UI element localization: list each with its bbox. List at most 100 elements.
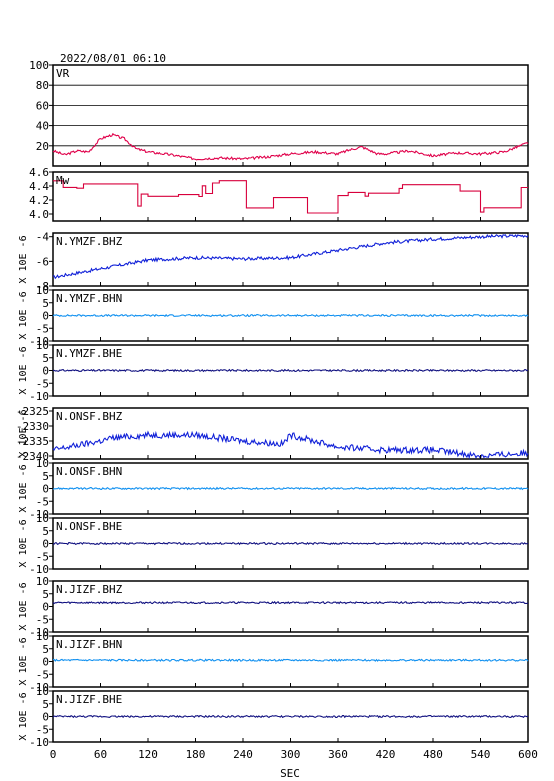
panel-frame <box>52 171 529 222</box>
y-axis-label: X 10E -6 <box>18 464 29 512</box>
panel-label: VR <box>56 67 70 80</box>
y-tick-label: -4 <box>36 231 50 244</box>
y-tick-label: 80 <box>36 79 49 92</box>
y-tick-label: -5 <box>36 550 49 563</box>
series-line <box>52 541 529 546</box>
panel-frame <box>52 635 529 688</box>
y-tick-label: -8 <box>36 280 49 293</box>
y-tick-label: 5 <box>42 297 49 310</box>
x-axis-label: SEC <box>280 767 300 780</box>
panel-mw: 4.64.44.24.0 Mw <box>29 166 529 222</box>
x-tick-label: 0 <box>50 748 57 761</box>
y-tick-label: -5 <box>36 723 49 736</box>
x-tick-label: 360 <box>328 748 348 761</box>
y-tick-label: 20 <box>36 140 49 153</box>
panel-frame <box>52 232 529 287</box>
x-tick-label: 60 <box>94 748 107 761</box>
y-axis-label: X 10E -6 <box>18 291 29 339</box>
panel-n-onsf-bhz: -2325 -2330 -2335 -2340 N.ONSF.BHZ X 10E -6 <box>16 405 529 463</box>
y-tick-label: 0 <box>42 310 49 323</box>
y-tick-label: 0 <box>42 365 49 378</box>
x-axis: 0 60 120 180 240 300 360 420 480 540 600 <box>50 748 538 761</box>
series-line <box>52 430 529 460</box>
series-line <box>52 658 529 662</box>
y-tick-label: -5 <box>36 377 49 390</box>
y-tick-label: 10 <box>36 512 49 525</box>
y-tick-label: 10 <box>36 575 49 588</box>
y-tick-label: -6 <box>36 255 49 268</box>
y-tick-label: -2330 <box>16 420 49 433</box>
y-tick-label: -5 <box>36 668 49 681</box>
panel-label: N.ONSF.BHN <box>56 465 122 478</box>
x-tick-label: 480 <box>423 748 443 761</box>
panel-label: N.YMZF.BHZ <box>56 235 123 248</box>
chart-title: 2022/08/01 06:10 <box>60 52 166 65</box>
y-tick-label: -2335 <box>16 435 49 448</box>
y-tick-label: 100 <box>29 59 49 72</box>
y-tick-label: -10 <box>29 681 49 694</box>
y-tick-label: -5 <box>36 613 49 626</box>
panel-label: N.ONSF.BHE <box>56 520 122 533</box>
panel-label: N.JIZF.BHN <box>56 638 122 651</box>
panel-n-ymzf-bhz: -4 -6 -8 N.YMZF.BHZ X 10E -6 <box>18 231 529 293</box>
series-line <box>53 180 528 214</box>
y-tick-label: 10 <box>36 339 49 352</box>
panel-label: N.YMZF.BHN <box>56 292 122 305</box>
y-tick-label: -10 <box>29 563 49 576</box>
y-tick-label: 10 <box>36 284 49 297</box>
y-axis-label: X 10E -6 <box>18 519 29 567</box>
y-tick-label: 4.2 <box>29 194 49 207</box>
panel-label: N.JIZF.BHZ <box>56 583 123 596</box>
panel-label: N.JIZF.BHE <box>56 693 122 706</box>
y-tick-label: 4.4 <box>29 180 49 193</box>
x-tick-label: 600 <box>518 748 538 761</box>
y-axis-label: X 10E -6 <box>18 346 29 394</box>
y-tick-label: -10 <box>29 736 49 749</box>
y-tick-label: 40 <box>36 120 49 133</box>
x-tick-label: 240 <box>233 748 253 761</box>
panel-label: N.ONSF.BHZ <box>56 410 123 423</box>
y-tick-label: -10 <box>29 626 49 639</box>
y-tick-label: -2340 <box>16 450 49 463</box>
panels: 10080604020VR4.64.44.24.0Mw-4-6-8N.YMZF.… <box>16 59 529 749</box>
y-axis-label: X 10E -6 <box>18 235 29 283</box>
y-tick-label: 60 <box>36 99 49 112</box>
x-tick-label: 540 <box>471 748 491 761</box>
series-line <box>52 486 529 491</box>
y-tick-label: 0 <box>42 601 49 614</box>
y-tick-label: -5 <box>36 495 49 508</box>
y-axis-label: X 10E -6 <box>18 409 29 457</box>
panel-label: N.YMZF.BHE <box>56 347 122 360</box>
y-tick-label: 0 <box>42 483 49 496</box>
y-tick-label: 10 <box>36 630 49 643</box>
y-tick-label: 5 <box>42 352 49 365</box>
y-axis-label: X 10E -6 <box>18 637 29 685</box>
y-tick-label: -10 <box>29 335 49 348</box>
y-tick-label: 5 <box>42 525 49 538</box>
series-line <box>52 600 529 605</box>
y-tick-label: 10 <box>36 685 49 698</box>
series-line <box>52 714 529 719</box>
x-tick-label: 300 <box>281 748 301 761</box>
y-tick-label: 5 <box>42 698 49 711</box>
y-tick-label: 0 <box>42 656 49 669</box>
y-tick-label: -10 <box>29 508 49 521</box>
series-line <box>52 132 529 161</box>
y-tick-label: 4.0 <box>29 208 49 221</box>
y-tick-label: 5 <box>42 643 49 656</box>
y-tick-label: -10 <box>29 390 49 403</box>
y-axis-label: X 10E -6 <box>18 582 29 630</box>
y-tick-label: 0 <box>42 711 49 724</box>
y-axis-label: X 10E -6 <box>18 692 29 740</box>
y-tick-label: 5 <box>42 588 49 601</box>
x-tick-label: 420 <box>376 748 396 761</box>
x-tick-label: 120 <box>138 748 158 761</box>
